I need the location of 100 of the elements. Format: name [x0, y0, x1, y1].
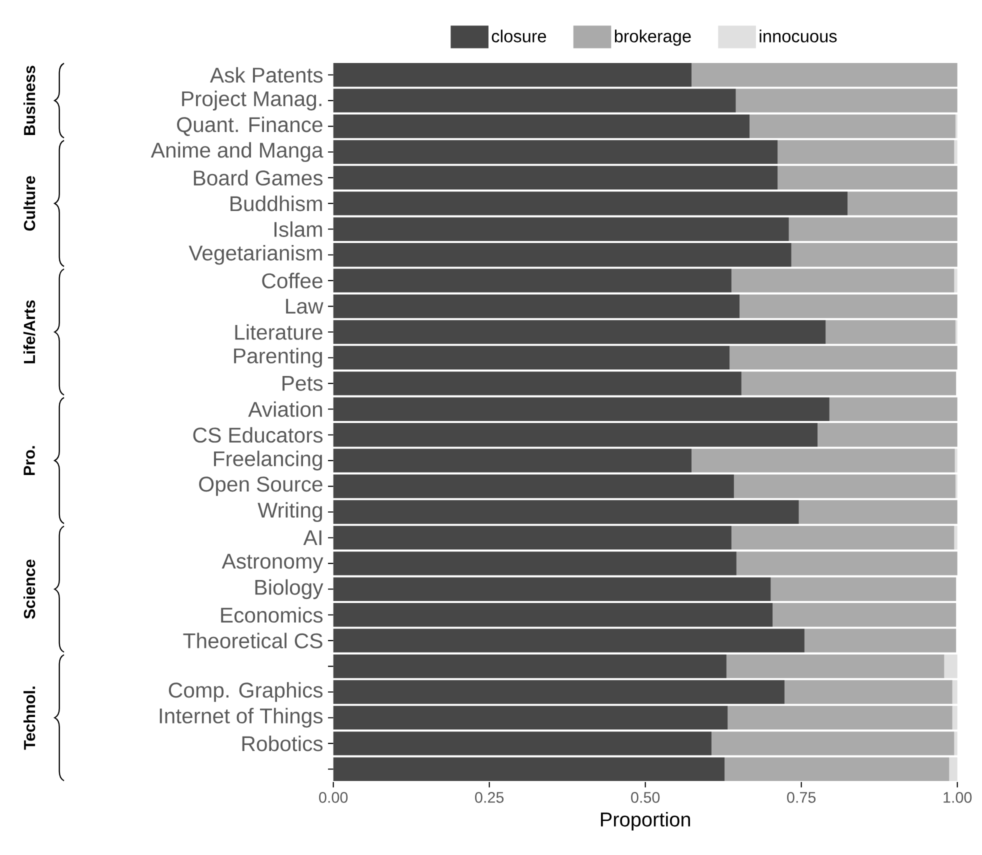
bar: [333, 88, 736, 112]
bar: [333, 192, 848, 216]
bar: [791, 243, 958, 267]
text: Culture: [23, 176, 36, 231]
bar: [333, 166, 778, 190]
bar: [333, 732, 712, 756]
y-tick-label: Project Manag.: [182, 90, 322, 110]
y-tick-label: Quant. Finance: [177, 116, 322, 136]
bar: [711, 732, 954, 756]
y-tick-label: Freelancing: [214, 450, 322, 470]
y-tick-label: Literature: [235, 324, 322, 340]
y-tick-label: Theoretical CS: [183, 632, 322, 648]
y-tick-label: CS Educators: [193, 427, 323, 443]
bar: [848, 192, 958, 216]
y-tick-label: Buddhism: [230, 196, 322, 212]
x-tick-label: 0.25: [475, 792, 504, 803]
y-tick-label: AI: [303, 530, 322, 546]
bar: [333, 397, 830, 421]
bar: [954, 268, 958, 292]
bar: [333, 63, 692, 87]
bar: [333, 294, 740, 318]
bar: [333, 526, 732, 550]
bar: [736, 552, 958, 576]
x-tick-label: 1.00: [944, 792, 972, 803]
y-tick-label: Anime and Manga: [150, 142, 324, 162]
y-tick-label: Islam: [274, 221, 322, 237]
bar: [784, 680, 952, 704]
y-tick-label: Board Games: [194, 170, 323, 186]
bar: [770, 577, 956, 601]
text: Business: [23, 66, 36, 135]
bar: [333, 114, 750, 138]
bar: [818, 423, 958, 447]
bar: [333, 706, 728, 730]
x-axis-title: Proportion: [600, 812, 690, 831]
bar: [778, 140, 954, 164]
bar: [333, 680, 784, 704]
bar: [750, 114, 956, 138]
y-tick-label: Open Source: [199, 476, 322, 496]
bar: [724, 757, 950, 781]
bar: [333, 217, 789, 241]
bar: [333, 654, 726, 678]
legend-label: closure: [492, 30, 546, 42]
y-tick-label: Pets: [282, 376, 323, 391]
x-tick-label: 0.75: [787, 792, 816, 803]
bar: [778, 166, 958, 190]
bar: [731, 268, 954, 292]
y-tick-label: Aviation: [248, 401, 322, 417]
x-tick-label: 0.50: [631, 792, 660, 803]
bar: [740, 294, 958, 318]
bar: [798, 500, 958, 524]
bar: [954, 526, 958, 550]
bar: [731, 526, 954, 550]
y-tick-label: Internet of Things: [160, 708, 323, 728]
bar: [333, 346, 730, 370]
bar: [333, 474, 734, 498]
bar: [944, 654, 958, 678]
text: Science: [23, 560, 36, 619]
bar: [954, 732, 958, 756]
text: Pro.: [24, 446, 35, 476]
bar: [333, 243, 792, 267]
bar: [333, 628, 804, 652]
bar: [333, 577, 771, 601]
bar: [333, 500, 799, 524]
bar: [954, 140, 958, 164]
y-tick-label: Law: [286, 298, 324, 314]
bar: [734, 474, 956, 498]
bar: [333, 423, 818, 447]
bar: [333, 448, 692, 472]
bar: [333, 372, 742, 396]
text: Life/Arts: [23, 300, 36, 364]
bar: [728, 706, 952, 730]
bar: [741, 372, 956, 396]
bar: [333, 757, 725, 781]
text: Technol.: [23, 686, 36, 750]
bar: [333, 268, 732, 292]
bar: [829, 397, 958, 421]
bar: [949, 757, 958, 781]
bar: [736, 88, 958, 112]
bar: [952, 680, 958, 704]
y-tick-label: Robotics: [242, 736, 323, 752]
bar: [788, 217, 958, 241]
y-tick-label: Economics: [221, 607, 323, 623]
bar: [692, 448, 955, 472]
bar: [333, 552, 736, 576]
y-tick-label: Coffee: [262, 272, 322, 288]
bar: [954, 448, 958, 472]
legend-label: brokerage: [614, 30, 691, 46]
x-tick-label: 0.00: [319, 792, 348, 803]
y-tick-label: Writing: [258, 502, 322, 522]
y-tick-label: Ask Patents: [210, 67, 323, 83]
bar: [333, 140, 778, 164]
bar: [726, 654, 944, 678]
legend-label: innocuous: [760, 30, 837, 42]
y-tick-label: Vegetarianism: [188, 244, 322, 265]
bar: [952, 706, 958, 730]
y-tick-label: Biology: [255, 579, 324, 600]
bar: [772, 603, 956, 627]
bar: [804, 628, 956, 652]
y-tick-label: Comp. Graphics: [168, 682, 323, 702]
bar: [333, 603, 773, 627]
